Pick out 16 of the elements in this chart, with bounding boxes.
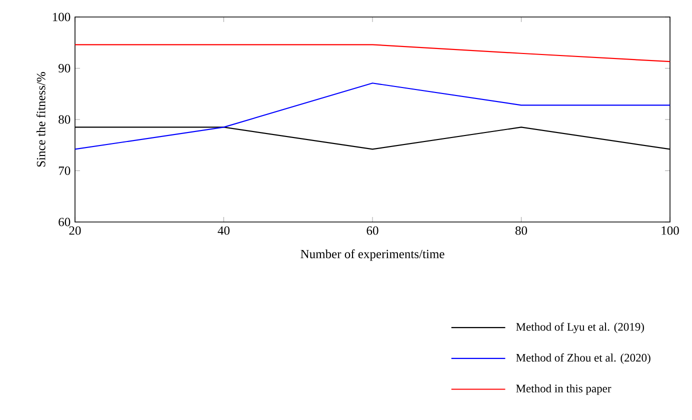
legend-label: Method of Zhou et al. (2020) [516, 353, 650, 364]
x-tick-label: 40 [218, 226, 230, 235]
x-axis-title: Number of experiments/time [300, 249, 444, 261]
x-tick-label: 100 [662, 226, 679, 235]
y-tick-label: 100 [52, 12, 70, 22]
legend-label: Method in this paper [516, 384, 612, 395]
legend-label: Method of Lyu et al. (2019) [516, 322, 644, 334]
y-tick-label: 80 [58, 115, 70, 124]
y-tick-label: 70 [58, 166, 70, 175]
x-tick-label: 80 [515, 226, 528, 235]
x-tick-label: 20 [69, 226, 81, 235]
y-tick-label: 60 [58, 218, 70, 226]
x-tick-label: 60 [366, 226, 378, 235]
line-series [75, 82, 670, 150]
y-axis-title: Since the fitness/% [36, 72, 46, 167]
y-tick-label: 90 [58, 64, 70, 72]
